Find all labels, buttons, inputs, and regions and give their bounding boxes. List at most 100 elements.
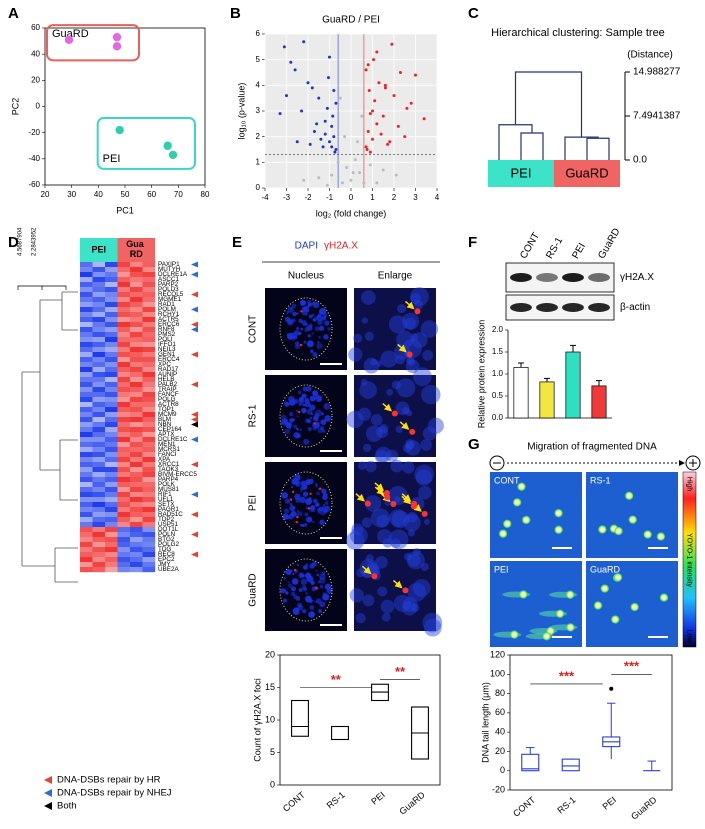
blot-column-label: CONT <box>518 231 542 261</box>
heat-cell <box>105 292 118 298</box>
row-label: RS-1 <box>248 404 259 427</box>
dapi-spot <box>306 575 314 583</box>
dapi-spot <box>319 610 322 613</box>
heat-cell <box>80 442 93 448</box>
heat-cell <box>130 292 143 298</box>
dapi-blob <box>393 496 401 503</box>
y-tick-label: 100 <box>490 669 505 679</box>
heat-cell <box>92 287 106 293</box>
heat-cell <box>130 322 143 328</box>
dapi-spot <box>302 491 309 497</box>
dapi-spot <box>314 600 317 603</box>
dapi-spot <box>315 418 319 422</box>
dapi-blob <box>377 528 392 544</box>
dapi-spot <box>307 426 312 432</box>
dapi-blob <box>410 293 421 304</box>
point <box>64 35 74 44</box>
point <box>388 140 392 144</box>
heat-cell <box>105 352 118 358</box>
point <box>396 124 400 128</box>
heat-cell <box>130 392 143 398</box>
heat-cell <box>142 422 156 428</box>
heat-cell <box>130 542 143 548</box>
dapi-blob <box>414 464 434 485</box>
dapi-blob <box>412 367 432 387</box>
heat-cell <box>130 307 143 313</box>
dapi-spot <box>318 325 325 331</box>
heat-cell <box>105 332 118 338</box>
heat-cell <box>92 327 106 333</box>
heat-cell <box>80 367 93 373</box>
heat-cell <box>80 567 93 573</box>
heat-cell <box>142 357 156 363</box>
gene-label: UBE2A <box>158 566 179 573</box>
enlarge-image <box>354 549 436 631</box>
gene-label: PARP4 <box>158 476 179 483</box>
comet-head <box>643 529 653 539</box>
gene-label: MGME1 <box>158 296 182 303</box>
gene-label: POLI <box>158 336 173 343</box>
heat-cell <box>117 397 131 403</box>
y-axis-label: Relative protein expression <box>476 320 486 429</box>
dapi-blob <box>375 446 392 463</box>
foci-arrow <box>361 565 372 575</box>
heat-cell <box>80 547 93 553</box>
dapi-spot <box>327 327 331 331</box>
group-box <box>46 24 140 62</box>
heat-cell <box>117 562 131 568</box>
blot-band <box>588 303 610 312</box>
box <box>521 753 540 772</box>
gene-label: PAGR1 <box>158 506 179 513</box>
dapi-blob <box>395 354 406 365</box>
dapi-spot <box>312 352 318 357</box>
point <box>371 137 374 141</box>
heat-cell <box>117 282 131 288</box>
dapi-blob <box>421 384 441 405</box>
dapi-blob <box>420 439 432 451</box>
y-axis-label: Count of γH2A.X foci <box>252 678 262 762</box>
x-tick-label: -3 <box>283 193 291 202</box>
dapi-spot <box>280 588 286 594</box>
foci-spot <box>406 351 413 358</box>
heat-cell <box>142 447 156 453</box>
x-tick-label: 3 <box>413 193 418 202</box>
x-tick-label: GuaRD <box>629 794 659 821</box>
heat-cell <box>92 292 106 298</box>
row-label: PEI <box>248 495 259 511</box>
dapi-spot <box>324 320 330 326</box>
dapi-spot <box>309 416 312 420</box>
dapi-blob <box>370 414 383 426</box>
box <box>561 758 580 772</box>
foci-arrow <box>355 493 365 502</box>
dapi-blob <box>396 330 414 349</box>
heat-cell <box>80 327 93 333</box>
heat-cell <box>92 567 106 573</box>
heat-cell <box>80 332 93 338</box>
heat-cell <box>105 307 118 313</box>
panel-letter: A <box>8 5 19 22</box>
heat-cell <box>142 312 156 318</box>
dapi-blob <box>388 315 408 334</box>
heat-cell <box>80 397 93 403</box>
nucleus-outline <box>279 384 333 448</box>
repair-arrow <box>191 551 198 558</box>
dapi-blob <box>360 290 376 305</box>
dapi-spot <box>285 568 292 576</box>
dapi-spot <box>315 485 318 488</box>
dapi-spot <box>294 330 300 336</box>
gene-label: DOT1L <box>158 526 179 533</box>
y-tick-label: 7.4941387 <box>633 111 681 122</box>
dapi-blob <box>406 511 418 523</box>
y-tick-label: 0 <box>500 765 505 775</box>
heat-cell <box>80 482 93 488</box>
heat-cell <box>92 562 106 568</box>
heat-cell <box>130 317 143 323</box>
repair-arrow <box>191 531 198 538</box>
panel-letter: G <box>468 436 480 453</box>
repair-arrow <box>191 351 198 358</box>
heat-cell <box>117 517 131 523</box>
gene-label: PARP2 <box>158 281 179 288</box>
dapi-spot <box>320 412 325 416</box>
gene-label: MCM9 <box>158 411 177 418</box>
dapi-spot <box>283 400 288 405</box>
